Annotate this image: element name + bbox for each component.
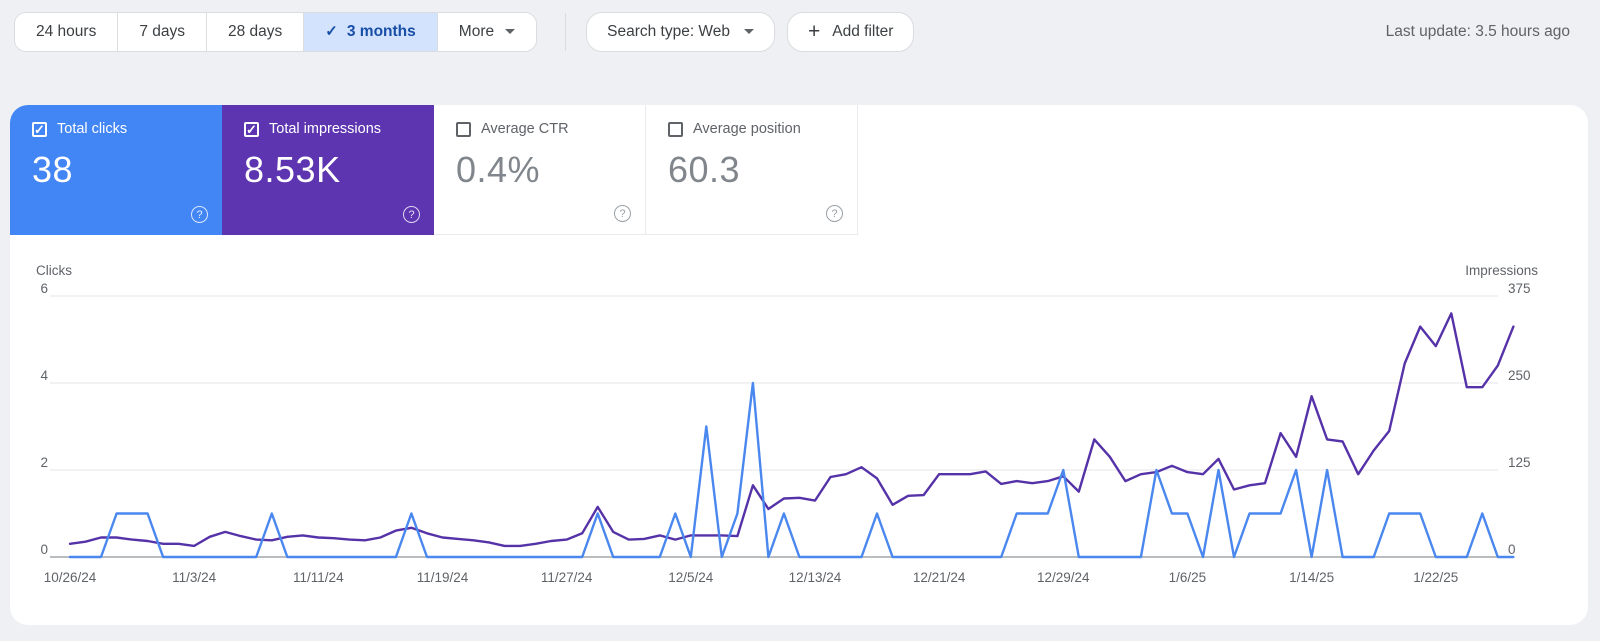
range-7-days-label: 7 days: [139, 22, 185, 40]
average-position-checkbox[interactable]: [668, 121, 683, 137]
performance-chart[interactable]: 0 2 4 6 0 125 250 375 Clicks Impressions 10/26/24 1…: [10, 235, 1588, 625]
search-type-label: Search type: Web: [607, 22, 731, 40]
metric-label: Average CTR: [481, 121, 569, 137]
metrics-row: Total clicks 38 Total impressions 8.53K …: [10, 105, 1588, 235]
svg-text:0: 0: [40, 542, 48, 557]
svg-text:11/3/24: 11/3/24: [172, 570, 217, 585]
chevron-down-icon: [744, 29, 755, 34]
metric-label: Total clicks: [57, 121, 128, 137]
svg-text:12/5/24: 12/5/24: [668, 570, 714, 585]
performance-chart-svg: 0 2 4 6 0 125 250 375 Clicks Impressions 10/26/24 1…: [36, 263, 1538, 585]
search-type-dropdown[interactable]: Search type: Web: [586, 11, 776, 52]
svg-text:4: 4: [40, 368, 48, 383]
svg-text:Impressions: Impressions: [1465, 263, 1538, 278]
last-update-text: Last update: 3.5 hours ago: [1385, 22, 1570, 40]
date-range-group: 24 hours 7 days 28 days 3 months More: [14, 11, 538, 52]
range-7-days[interactable]: 7 days: [118, 12, 207, 51]
range-3-months-label: 3 months: [346, 22, 416, 40]
check-icon: [325, 22, 338, 41]
help-icon[interactable]: [826, 205, 843, 222]
svg-text:11/27/24: 11/27/24: [541, 570, 593, 585]
svg-text:12/29/24: 12/29/24: [1037, 570, 1090, 585]
add-filter-button[interactable]: Add filter: [787, 11, 915, 52]
metric-card-total-impressions[interactable]: Total impressions 8.53K: [222, 105, 434, 235]
range-24-hours[interactable]: 24 hours: [15, 12, 119, 51]
range-28-days-label: 28 days: [228, 22, 283, 40]
range-more-label: More: [458, 22, 495, 40]
svg-text:1/14/25: 1/14/25: [1289, 570, 1334, 585]
svg-text:0: 0: [1508, 542, 1516, 557]
chevron-down-icon: [505, 29, 516, 34]
metric-label: Average position: [693, 121, 801, 137]
svg-text:2: 2: [40, 455, 48, 470]
svg-text:12/21/24: 12/21/24: [913, 570, 966, 585]
range-24-hours-label: 24 hours: [36, 22, 97, 40]
help-icon[interactable]: [614, 205, 631, 222]
average-ctr-checkbox[interactable]: [456, 121, 471, 137]
metric-card-total-clicks[interactable]: Total clicks 38: [10, 105, 222, 235]
svg-text:11/11/24: 11/11/24: [293, 570, 344, 585]
metric-value: 60.3: [668, 149, 741, 190]
total-impressions-checkbox[interactable]: [244, 121, 259, 138]
svg-text:Clicks: Clicks: [36, 263, 72, 278]
svg-text:12/13/24: 12/13/24: [789, 570, 842, 585]
range-more-button[interactable]: More: [437, 12, 537, 51]
add-filter-label: Add filter: [832, 22, 894, 40]
range-3-months[interactable]: 3 months: [304, 12, 438, 51]
help-icon[interactable]: [403, 206, 420, 223]
metric-card-average-ctr[interactable]: Average CTR 0.4%: [434, 105, 646, 235]
range-28-days[interactable]: 28 days: [207, 12, 305, 51]
toolbar: 24 hours 7 days 28 days 3 months More Se…: [0, 0, 1600, 52]
svg-text:125: 125: [1508, 455, 1531, 470]
svg-text:1/22/25: 1/22/25: [1413, 570, 1458, 585]
toolbar-separator: [565, 12, 567, 51]
svg-text:1/6/25: 1/6/25: [1169, 570, 1207, 585]
svg-text:6: 6: [40, 281, 48, 296]
performance-panel: Total clicks 38 Total impressions 8.53K …: [10, 105, 1588, 625]
svg-text:11/19/24: 11/19/24: [417, 570, 469, 585]
metric-value: 8.53K: [244, 149, 341, 190]
svg-text:250: 250: [1508, 368, 1531, 383]
metric-value: 0.4%: [456, 149, 541, 190]
metric-value: 38: [32, 149, 74, 190]
help-icon[interactable]: [191, 206, 208, 223]
svg-text:10/26/24: 10/26/24: [44, 570, 97, 585]
svg-text:375: 375: [1508, 281, 1531, 296]
metric-label: Total impressions: [269, 121, 382, 137]
metric-card-average-position[interactable]: Average position 60.3: [646, 105, 858, 235]
total-clicks-checkbox[interactable]: [32, 121, 47, 138]
plus-icon: [808, 21, 820, 43]
